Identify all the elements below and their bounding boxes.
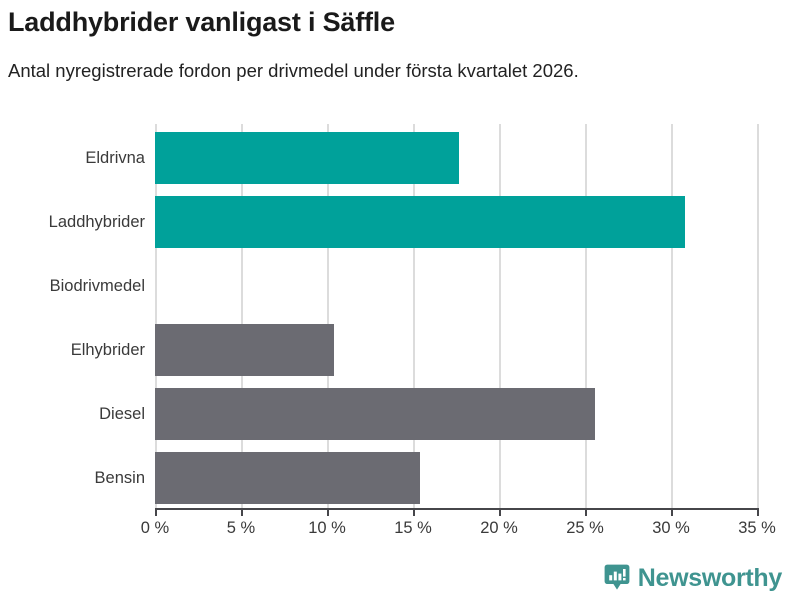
bar[interactable]: [155, 196, 685, 248]
y-axis-label: Laddhybrider: [48, 213, 145, 231]
y-axis-label: Bensin: [94, 469, 145, 487]
brand-name: Newsworthy: [637, 564, 783, 592]
x-axis-tick-label: 35 %: [738, 519, 776, 537]
x-axis-tick: [757, 508, 760, 516]
chart-plot: Eldrivna Laddhybrider Biodrivmedel Elhybrid…: [0, 120, 800, 540]
bar-chart-speech-bubble-icon: [604, 564, 630, 592]
bar-row: [155, 196, 757, 248]
footer-branding: Newsworthy: [604, 564, 782, 592]
bar-series: [155, 124, 757, 508]
chart-subtitle: Antal nyregistrerade fordon per drivmede…: [8, 60, 579, 81]
x-axis-tick-label: 20 %: [480, 519, 518, 537]
chart-header: Laddhybrider vanligast i Säffle Antal ny…: [8, 6, 792, 83]
x-axis-tick: [585, 508, 588, 516]
bar-row: [155, 388, 757, 440]
bar[interactable]: [155, 132, 460, 184]
x-axis-tick-label: 10 %: [308, 519, 346, 537]
x-axis-tick-label: 15 %: [394, 519, 432, 537]
x-axis-line: [155, 508, 758, 511]
bar[interactable]: [155, 388, 596, 440]
y-axis-label: Elhybrider: [70, 341, 145, 359]
page-title: Laddhybrider vanligast i Säffle: [8, 7, 395, 37]
bar-row: [155, 324, 757, 376]
y-axis-label: Diesel: [99, 405, 145, 423]
bar-row: [155, 452, 757, 504]
y-axis-label: Biodrivmedel: [49, 277, 145, 295]
x-axis-tick: [413, 508, 416, 516]
plot-area: [155, 124, 759, 508]
x-axis-tick: [241, 508, 244, 516]
bar-row: [155, 260, 757, 312]
x-axis-tick-label: 25 %: [566, 519, 604, 537]
y-axis-label: Eldrivna: [85, 149, 145, 167]
x-axis-tick-label: 30 %: [652, 519, 690, 537]
bar-row: [155, 132, 757, 184]
x-axis-tick-label: 5 %: [226, 519, 256, 537]
bar[interactable]: [155, 452, 420, 504]
x-axis-tick: [671, 508, 674, 516]
gridline: [757, 124, 759, 508]
x-axis-tick-label: 0 %: [140, 519, 170, 537]
bar[interactable]: [155, 324, 334, 376]
x-axis-tick: [499, 508, 502, 516]
x-axis-tick: [327, 508, 330, 516]
y-axis-labels: Eldrivna Laddhybrider Biodrivmedel Elhybrid…: [0, 124, 145, 508]
x-axis-tick: [155, 508, 158, 516]
